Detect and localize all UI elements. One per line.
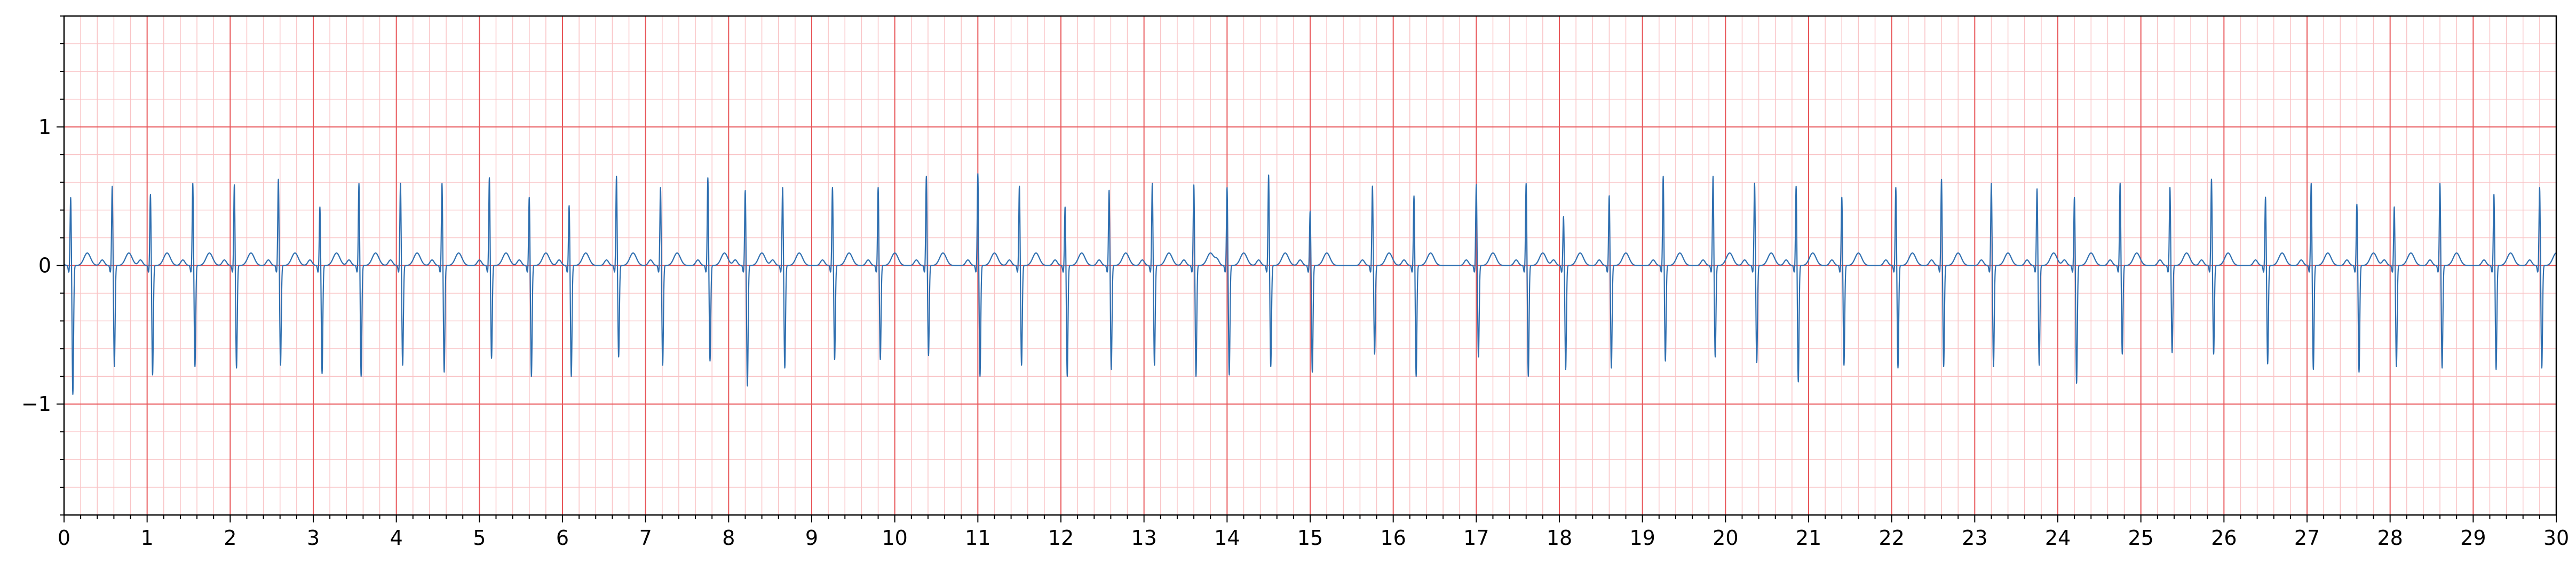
x-tick-label: 29 <box>2460 526 2486 550</box>
y-tick-labels: −1 0 1 <box>21 115 51 416</box>
x-tick-label: 12 <box>1048 526 1074 550</box>
x-tick-label: 2 <box>224 526 236 550</box>
x-tick-label: 10 <box>882 526 907 550</box>
x-tick-label: 17 <box>1463 526 1489 550</box>
x-tick-label: 23 <box>1962 526 1987 550</box>
x-tick-label: 8 <box>722 526 735 550</box>
x-tick-label: 3 <box>307 526 320 550</box>
x-tick-label: 22 <box>1879 526 1904 550</box>
x-tick-label: 28 <box>2377 526 2403 550</box>
x-tick-label: 26 <box>2211 526 2237 550</box>
x-tick-label: 18 <box>1547 526 1572 550</box>
x-tick-label: 5 <box>473 526 486 550</box>
x-tick-label: 11 <box>965 526 990 550</box>
x-tick-label: 13 <box>1131 526 1156 550</box>
y-tick-label: 1 <box>38 115 51 139</box>
x-tick-label: 27 <box>2294 526 2320 550</box>
x-tick-label: 20 <box>1713 526 1738 550</box>
x-tick-label: 6 <box>556 526 569 550</box>
x-tick-label: 0 <box>58 526 70 550</box>
x-tick-label: 21 <box>1796 526 1821 550</box>
y-tick-label: −1 <box>21 392 51 416</box>
x-tick-label: 30 <box>2543 526 2569 550</box>
ecg-trace-line <box>64 173 2557 395</box>
x-tick-label: 19 <box>1629 526 1655 550</box>
axis-ticks <box>57 15 2557 522</box>
x-tick-labels: 0 1 2 3 4 5 6 7 8 9 10 11 12 13 14 15 16 17 18 19 20 21 22 23 24… <box>58 526 2569 550</box>
x-tick-label: 15 <box>1297 526 1323 550</box>
x-tick-label: 16 <box>1380 526 1406 550</box>
x-tick-label: 7 <box>639 526 652 550</box>
x-tick-label: 9 <box>805 526 818 550</box>
x-tick-label: 14 <box>1214 526 1240 550</box>
x-tick-label: 4 <box>390 526 403 550</box>
x-tick-label: 1 <box>141 526 154 550</box>
x-tick-label: 25 <box>2128 526 2153 550</box>
x-tick-label: 24 <box>2045 526 2071 550</box>
y-tick-label: 0 <box>38 254 51 277</box>
